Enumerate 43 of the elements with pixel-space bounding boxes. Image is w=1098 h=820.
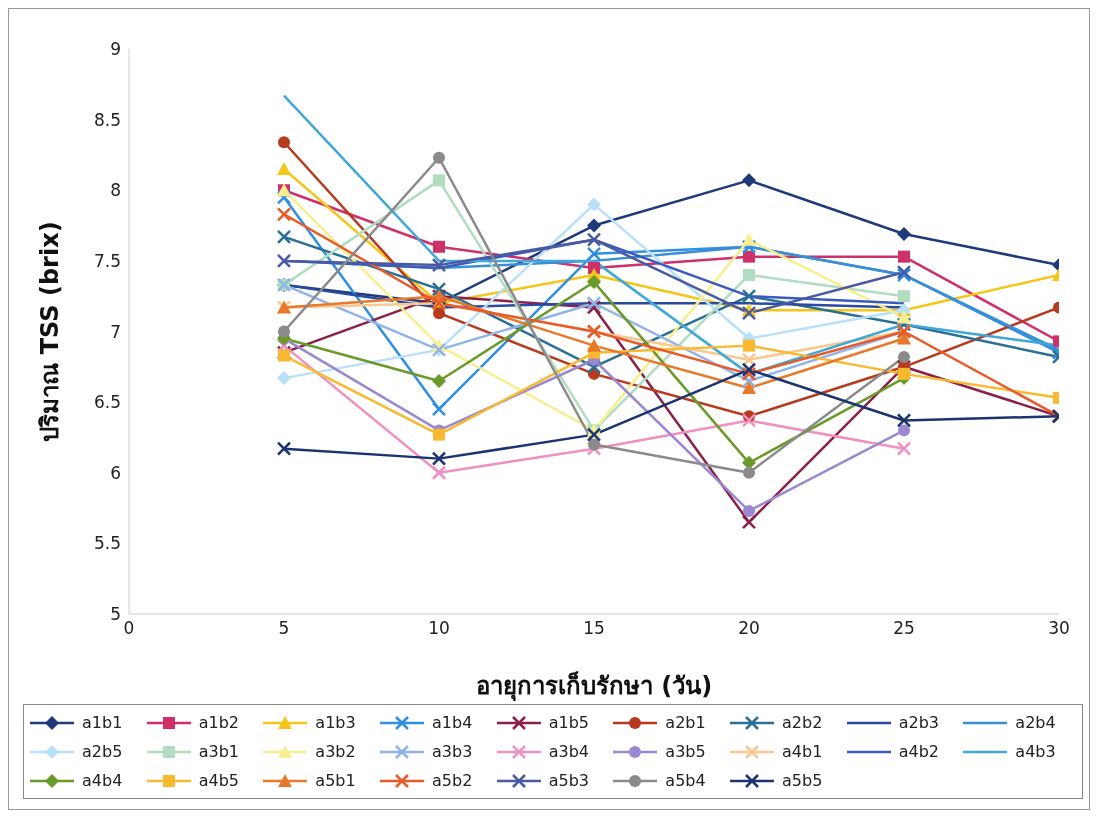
x-tick-label: 20 — [738, 618, 760, 639]
y-tick-label: 7.5 — [93, 250, 121, 271]
y-tick-label: 6.5 — [93, 392, 121, 413]
legend-label: a1b4 — [431, 713, 473, 732]
legend-label: a5b1 — [315, 771, 356, 790]
legend-label: a4b2 — [898, 742, 939, 761]
legend-label: a1b3 — [315, 713, 356, 732]
legend-label: a2b1 — [665, 713, 706, 732]
legend-label: a2b2 — [781, 713, 823, 732]
y-tick-label: 7 — [110, 321, 121, 342]
legend-label: a3b3 — [431, 742, 473, 761]
x-tick-label: 15 — [583, 618, 605, 639]
legend-label: a4b5 — [198, 771, 239, 790]
y-axis-title: ปริมาณ TSS (brix) — [35, 221, 64, 442]
y-tick-label: 8 — [110, 180, 121, 201]
y-tick-label: 9 — [110, 39, 121, 60]
legend-label: a3b2 — [315, 742, 356, 761]
legend-label: a5b3 — [548, 771, 589, 790]
x-tick-label: 25 — [893, 618, 915, 639]
x-axis-title: อายุการเก็บรักษา (วัน) — [475, 671, 713, 702]
legend-label: a5b2 — [431, 771, 473, 790]
legend-label: a4b4 — [82, 771, 123, 790]
y-tick-label: 6 — [110, 462, 121, 483]
y-tick-label: 8.5 — [93, 109, 121, 130]
x-tick-label: 0 — [123, 618, 135, 639]
legend-label: a1b1 — [82, 713, 123, 732]
legend-label: a2b5 — [82, 742, 123, 761]
y-tick-label: 5 — [110, 604, 121, 625]
legend-label: a3b5 — [665, 742, 706, 761]
legend-label: a1b2 — [198, 713, 239, 732]
y-tick-label: 5.5 — [93, 533, 121, 554]
legend-label: a5b5 — [781, 771, 823, 790]
legend-label: a1b5 — [548, 713, 589, 732]
legend-label: a2b4 — [1015, 713, 1056, 732]
legend-label: a4b1 — [781, 742, 823, 761]
legend-label: a5b4 — [665, 771, 706, 790]
legend-label: a3b4 — [548, 742, 589, 761]
legend-label: a2b3 — [898, 713, 939, 732]
x-tick-label: 30 — [1048, 618, 1070, 639]
x-tick-label: 10 — [428, 618, 450, 639]
legend-label: a4b3 — [1015, 742, 1056, 761]
legend-label: a3b1 — [198, 742, 239, 761]
x-tick-label: 5 — [278, 618, 290, 639]
